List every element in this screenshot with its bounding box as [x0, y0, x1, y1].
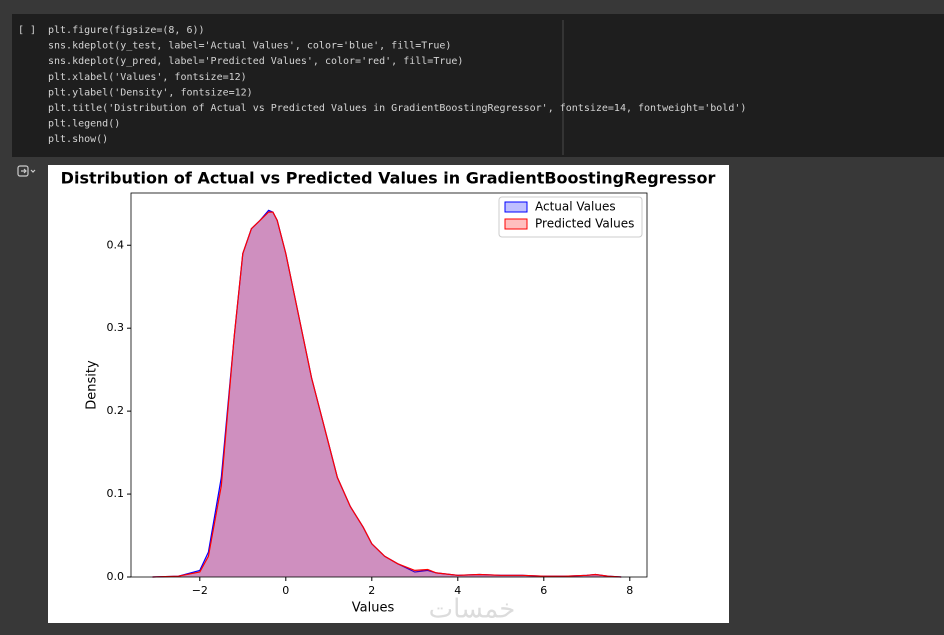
chart-image [48, 165, 729, 623]
code-line: plt.show() [48, 134, 108, 145]
x-axis-label: Values [352, 601, 395, 616]
code-line: sns.kdeplot(y_test, label='Actual Values… [48, 41, 451, 52]
watermark: خمسات [429, 595, 516, 625]
x-tick-label: 6 [540, 584, 547, 597]
x-tick-label: −2 [192, 584, 208, 597]
density-area [152, 212, 622, 577]
icon-arrow [21, 168, 36, 174]
code: plt.figure(figsize=(8, 6)) sns.kdeplot(y_… [48, 25, 746, 145]
x-tick-label: 2 [368, 584, 375, 597]
code-line: plt.title('Distribution of Actual vs Pre… [48, 103, 746, 114]
code-line: plt.figure(figsize=(8, 6)) [48, 25, 205, 36]
axes-frame [130, 192, 648, 578]
legend-label: Predicted Values [535, 217, 634, 231]
code-cell [12, 14, 944, 157]
x-tick-label: 0 [282, 584, 289, 597]
code-line: plt.xlabel('Values', fontsize=12) [48, 72, 247, 83]
chart-title: Distribution of Actual vs Predicted Valu… [61, 169, 716, 188]
code-line: plt.ylabel('Density', fontsize=12) [48, 87, 253, 98]
density-line [152, 211, 622, 578]
x-tick-label: 8 [626, 584, 633, 597]
density-area [152, 210, 622, 577]
legend-box [498, 196, 643, 238]
legend-label: Actual Values [535, 200, 616, 214]
legend-swatch [504, 218, 528, 230]
code-line: plt.legend() [48, 119, 120, 130]
y-tick-label: 0.2 [107, 404, 125, 417]
plot: −2 0 2 4 6 8 0.0 0.1 0.2 0.3 0.4 Actual Values Predi… [107, 192, 648, 597]
y-tick-label: 0.4 [107, 238, 125, 251]
code-line: sns.kdeplot(y_pred, label='Predicted Val… [48, 56, 463, 67]
legend-swatch [504, 201, 528, 213]
icon-box [17, 165, 29, 177]
y-axis-label: Density [85, 360, 100, 410]
output-icon[interactable] [17, 165, 36, 177]
x-tick-label: 4 [454, 584, 461, 597]
run-button[interactable]: [ ] [18, 25, 36, 36]
y-tick-label: 0.0 [107, 570, 125, 583]
y-tick-label: 0.1 [107, 487, 125, 500]
y-tick-label: 0.3 [107, 321, 125, 334]
